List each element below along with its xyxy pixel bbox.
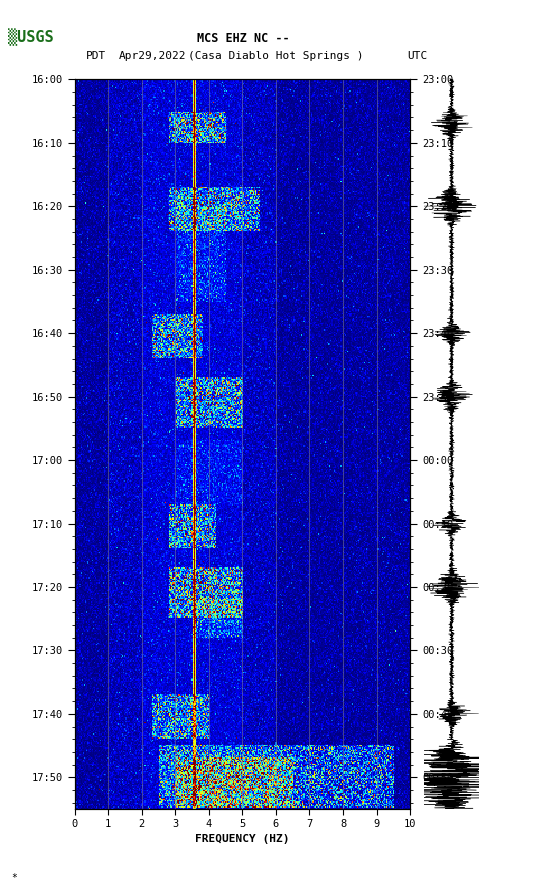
X-axis label: FREQUENCY (HZ): FREQUENCY (HZ) — [195, 834, 290, 844]
Text: UTC: UTC — [407, 51, 428, 61]
Text: *: * — [11, 873, 17, 883]
Text: MCS EHZ NC --: MCS EHZ NC -- — [197, 31, 289, 45]
Text: ▒USGS: ▒USGS — [8, 29, 54, 46]
Text: (Casa Diablo Hot Springs ): (Casa Diablo Hot Springs ) — [188, 51, 363, 61]
Text: PDT: PDT — [86, 51, 106, 61]
Text: Apr29,2022: Apr29,2022 — [119, 51, 186, 61]
